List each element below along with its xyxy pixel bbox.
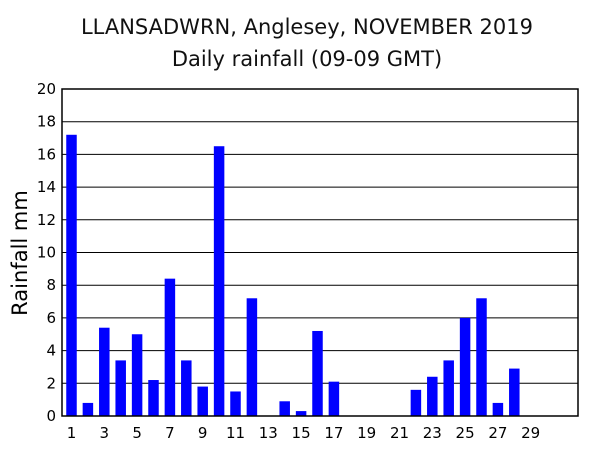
x-tick-labels: 1 3 5 7 9 11 13 15 17 19 21 23 25 27 29: [67, 424, 541, 442]
bar-day-3: [99, 327, 110, 416]
bar-day-11: [230, 391, 241, 416]
bar-day-2: [82, 402, 94, 416]
chart-title: LLANSADWRN, Anglesey, NOVEMBER 2019: [81, 15, 533, 39]
y-tick-label: 4: [46, 342, 56, 360]
x-tick-label: 3: [100, 424, 110, 442]
bar-day-1: [66, 134, 77, 416]
bar-day-5: [131, 334, 143, 416]
bar-day-23: [427, 376, 438, 416]
y-tick-label: 18: [37, 113, 56, 131]
x-tick-label: 1: [67, 424, 77, 442]
bar-day-28: [509, 368, 520, 416]
x-tick-label: 23: [423, 424, 442, 442]
x-tick-label: 5: [132, 424, 142, 442]
bar-day-7: [164, 278, 176, 416]
bar-day-17: [328, 381, 340, 416]
x-tick-label: 29: [521, 424, 540, 442]
y-tick-label: 6: [46, 309, 56, 327]
y-tick-labels: 0 2 4 6 8 10 12 14 16 18 20: [37, 80, 56, 425]
x-tick-label: 15: [292, 424, 311, 442]
plot-area-frame: [61, 88, 579, 417]
bar-day-25: [459, 317, 471, 416]
bar-day-12: [246, 298, 258, 416]
y-tick-label: 14: [37, 178, 56, 196]
bar-day-6: [148, 380, 159, 416]
y-tick-label: 0: [46, 407, 56, 425]
x-tick-label: 25: [456, 424, 475, 442]
bars: [66, 134, 520, 416]
bar-day-15: [295, 411, 307, 416]
bar-day-27: [492, 402, 504, 416]
y-axis-label: Rainfall mm: [8, 190, 32, 316]
bar-day-10: [213, 146, 225, 416]
x-tick-label: 17: [324, 424, 343, 442]
y-tick-label: 8: [46, 276, 56, 294]
x-tick-label: 27: [488, 424, 507, 442]
bar-day-4: [115, 360, 126, 416]
bar-day-8: [181, 360, 192, 416]
x-tick-label: 7: [165, 424, 175, 442]
x-tick-label: 9: [198, 424, 208, 442]
x-tick-label: 21: [390, 424, 409, 442]
gridlines: [62, 121, 578, 384]
bar-day-22: [410, 389, 422, 416]
x-tick-label: 11: [226, 424, 245, 442]
chart-subtitle: Daily rainfall (09-09 GMT): [172, 47, 442, 71]
bar-day-9: [197, 386, 208, 416]
bar-day-24: [443, 360, 454, 416]
bar-day-26: [476, 298, 487, 416]
bar-day-16: [312, 330, 323, 416]
y-tick-label: 16: [37, 145, 56, 163]
y-tick-label: 20: [37, 80, 56, 98]
x-tick-label: 19: [357, 424, 376, 442]
y-tick-label: 2: [46, 374, 56, 392]
y-tick-label: 10: [37, 244, 56, 262]
x-tick-label: 13: [259, 424, 278, 442]
bar-day-14: [279, 401, 290, 416]
y-tick-label: 12: [37, 211, 56, 229]
